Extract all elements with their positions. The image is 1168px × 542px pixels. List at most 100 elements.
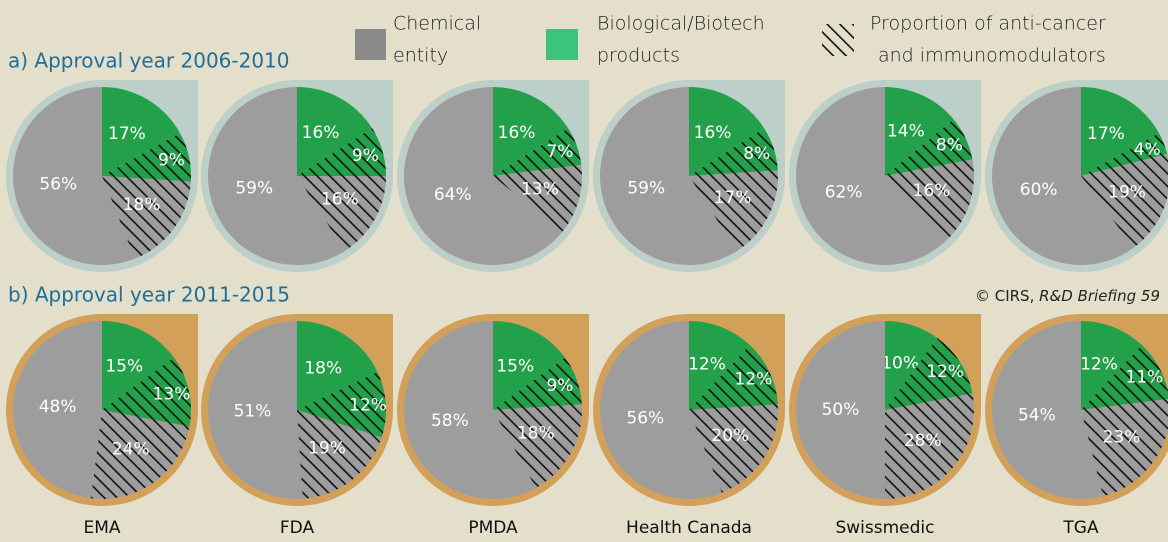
pie-slice — [404, 87, 562, 265]
pie-hatch — [689, 170, 778, 252]
value-label: 4% — [1134, 140, 1161, 160]
pie-slice — [493, 321, 566, 410]
value-label: 18% — [517, 424, 555, 444]
value-label: 10% — [881, 353, 919, 373]
agency-label: Health Canada — [626, 518, 752, 538]
value-label: 56% — [39, 174, 77, 194]
value-label: 12% — [688, 354, 726, 374]
value-label: 20% — [711, 426, 749, 446]
value-label: 62% — [825, 182, 863, 202]
value-label: 54% — [1018, 406, 1056, 426]
value-label: 16% — [694, 123, 732, 143]
legend-swatch — [355, 29, 386, 60]
value-label: 23% — [1103, 428, 1141, 448]
value-label: 13% — [521, 180, 559, 200]
pie-hatch — [493, 164, 582, 233]
pie-hatch — [689, 345, 778, 410]
legend-label: Chemical — [393, 13, 481, 35]
value-label: 8% — [743, 144, 770, 164]
pie-hatch — [102, 133, 191, 182]
legend-label: entity — [393, 45, 448, 67]
value-label: 17% — [1087, 124, 1125, 144]
pie-hatch — [1081, 399, 1168, 497]
value-label: 16% — [302, 123, 340, 143]
value-label: 16% — [321, 190, 359, 210]
value-label: 48% — [39, 397, 77, 417]
pie-slice — [493, 87, 569, 176]
pie-slice — [689, 87, 765, 176]
legend: Chemical entity Biological/Biotech produ… — [355, 13, 1106, 67]
pie-slice — [795, 87, 946, 265]
agency-label: FDA — [280, 518, 315, 538]
value-label: 58% — [431, 411, 469, 431]
agency-label: Swissmedic — [835, 518, 934, 538]
pie-hatch — [297, 372, 386, 438]
pie-hatch — [1081, 133, 1168, 176]
pie-slice — [1081, 321, 1142, 410]
pie-slice — [208, 87, 345, 265]
value-label: 8% — [936, 136, 963, 156]
pie-hatch — [297, 128, 386, 176]
pie-slice — [1081, 87, 1159, 176]
pie-slice — [600, 87, 737, 265]
value-label: 12% — [926, 362, 964, 382]
credit: © CIRS, R&D Briefing 59 — [975, 287, 1160, 305]
value-label: 19% — [1108, 183, 1146, 203]
section-title: a) Approval year 2006-2010 — [8, 49, 290, 73]
credit-prefix: © CIRS, — [975, 287, 1039, 305]
pie-hatch — [1081, 345, 1168, 410]
pie-slice — [13, 87, 135, 265]
credit-italic: R&D Briefing 59 — [1039, 287, 1160, 305]
value-label: 14% — [887, 122, 925, 142]
value-label: 64% — [434, 185, 472, 205]
value-label: 17% — [108, 124, 146, 144]
value-label: 59% — [627, 178, 665, 198]
pie-slice — [600, 321, 722, 500]
value-label: 19% — [308, 439, 346, 459]
value-label: 59% — [235, 178, 273, 198]
value-label: 51% — [234, 401, 272, 421]
pie-hatch — [297, 410, 382, 499]
legend-label: Biological/Biotech — [597, 13, 765, 35]
pie-hatch — [493, 128, 582, 176]
value-label: 15% — [496, 356, 534, 376]
pie-row: 15% 13% 24% 48% 18% 12% 19% 51% 15% 9% 18% 58% 12% 12… — [6, 314, 1168, 506]
pie-hatch — [689, 404, 778, 493]
agency-label: PMDA — [468, 518, 518, 538]
value-label: 13% — [153, 384, 191, 404]
pie-slice — [992, 87, 1134, 265]
pie-hatch — [885, 337, 973, 410]
value-label: 18% — [123, 195, 161, 215]
pie-hatch — [885, 159, 974, 241]
pie-hatch — [1081, 153, 1168, 249]
pie-slice — [102, 321, 175, 410]
pie-slice — [297, 321, 378, 410]
value-label: 12% — [1080, 354, 1118, 374]
value-label: 24% — [112, 440, 150, 460]
pie-hatch — [297, 176, 386, 252]
value-label: 28% — [904, 431, 942, 451]
pie-hatch — [689, 128, 778, 176]
pie-slice — [297, 87, 373, 176]
pie-slice — [102, 87, 180, 176]
value-label: 18% — [304, 359, 342, 379]
value-label: 12% — [349, 396, 387, 416]
pie-slice — [689, 321, 750, 410]
value-label: 12% — [735, 370, 773, 390]
legend-label: products — [597, 45, 680, 67]
pie-slice — [796, 321, 885, 499]
pie-hatch — [90, 410, 190, 500]
value-label: 9% — [352, 146, 379, 166]
agency-label: EMA — [83, 518, 120, 538]
legend-label: and immunomodulators — [878, 45, 1106, 67]
pie-hatch — [885, 119, 973, 176]
pie-row: 17% 9% 18% 56% 16% 9% 16% 59% 16% 7% 13% 64% 16% 8% 17… — [6, 80, 1168, 272]
section-title: b) Approval year 2011-2015 — [8, 283, 290, 307]
pie-slice — [207, 321, 303, 499]
legend-swatch — [546, 29, 578, 60]
value-label: 9% — [546, 376, 573, 396]
pie-hatch — [493, 357, 582, 410]
value-label: 16% — [913, 181, 951, 201]
value-label: 17% — [714, 188, 752, 208]
legend-hatch — [822, 24, 854, 56]
